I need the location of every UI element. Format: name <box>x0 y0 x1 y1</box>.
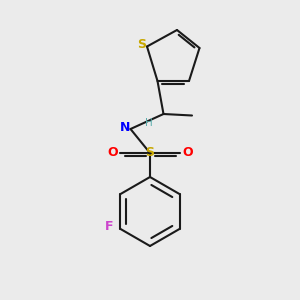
Text: H: H <box>145 118 152 128</box>
Text: O: O <box>107 146 118 160</box>
Text: N: N <box>120 121 130 134</box>
Text: S: S <box>146 146 154 160</box>
Text: O: O <box>182 146 193 160</box>
Text: F: F <box>104 220 113 233</box>
Text: S: S <box>137 38 146 51</box>
